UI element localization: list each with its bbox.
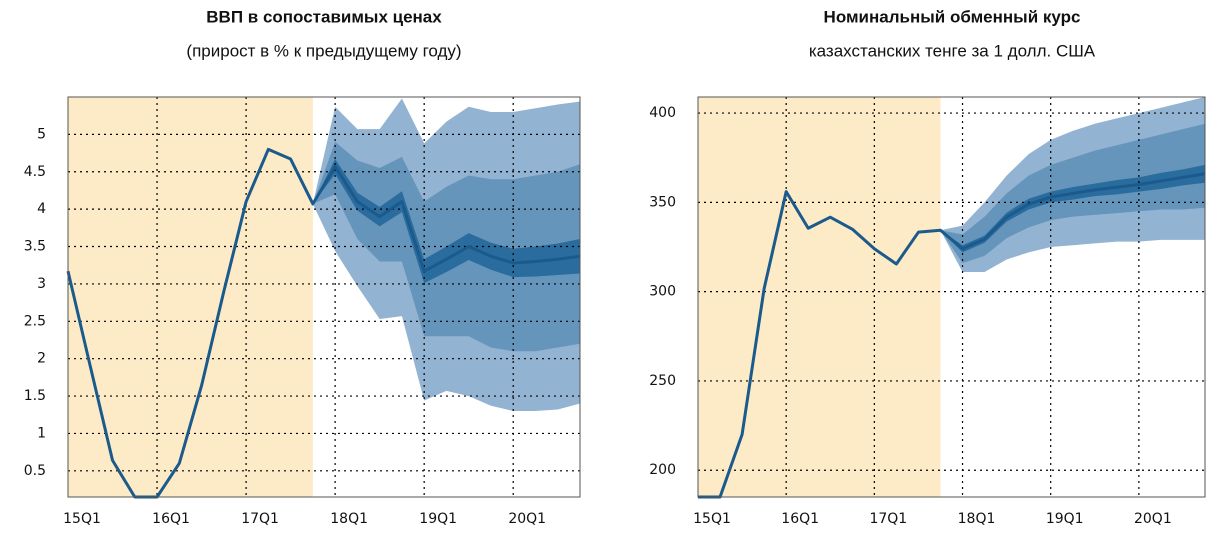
x-tick-label: 18Q1 <box>330 511 368 527</box>
x-tick-label: 19Q1 <box>419 511 457 527</box>
y-tick-label: 400 <box>649 105 676 121</box>
y-tick-label: 4.5 <box>24 164 46 180</box>
chart-title: Номинальный обменный курс <box>824 7 1081 26</box>
history-shade <box>698 97 941 497</box>
plot-frame <box>697 96 1206 498</box>
x-tick-label: 17Q1 <box>241 511 279 527</box>
history-shade <box>68 97 313 497</box>
plot-frame <box>67 96 581 498</box>
fan-band <box>312 159 580 284</box>
y-tick-label: 350 <box>649 194 676 210</box>
x-tick-label: 15Q1 <box>693 511 731 527</box>
x-tick-label: 16Q1 <box>781 511 819 527</box>
y-tick-label: 3 <box>37 276 46 292</box>
y-tick-label: 0.5 <box>24 463 46 479</box>
y-tick-label: 300 <box>649 284 676 300</box>
y-tick-label: 1 <box>37 425 46 441</box>
x-tick-label: 17Q1 <box>869 511 907 527</box>
y-tick-label: 2.5 <box>24 313 46 329</box>
y-tick-label: 250 <box>649 373 676 389</box>
chart-subtitle: казахстанских тенге за 1 долл. США <box>809 41 1096 60</box>
y-tick-label: 4 <box>37 201 46 217</box>
y-tick-label: 3.5 <box>24 239 46 255</box>
x-tick-label: 18Q1 <box>958 511 996 527</box>
chart-title: ВВП в сопоставимых ценах <box>206 7 442 26</box>
x-tick-label: 16Q1 <box>152 511 190 527</box>
chart-subtitle: (прирост в % к предыдущему году) <box>186 41 461 60</box>
x-tick-label: 20Q1 <box>1134 511 1172 527</box>
y-tick-label: 1.5 <box>24 388 46 404</box>
y-tick-label: 5 <box>37 126 46 142</box>
series-line <box>698 172 1206 499</box>
fan-band <box>940 164 1205 253</box>
x-tick-label: 15Q1 <box>63 511 101 527</box>
x-tick-label: 19Q1 <box>1046 511 1084 527</box>
x-tick-label: 20Q1 <box>508 511 546 527</box>
y-tick-label: 200 <box>649 462 676 478</box>
y-tick-label: 2 <box>37 351 46 367</box>
